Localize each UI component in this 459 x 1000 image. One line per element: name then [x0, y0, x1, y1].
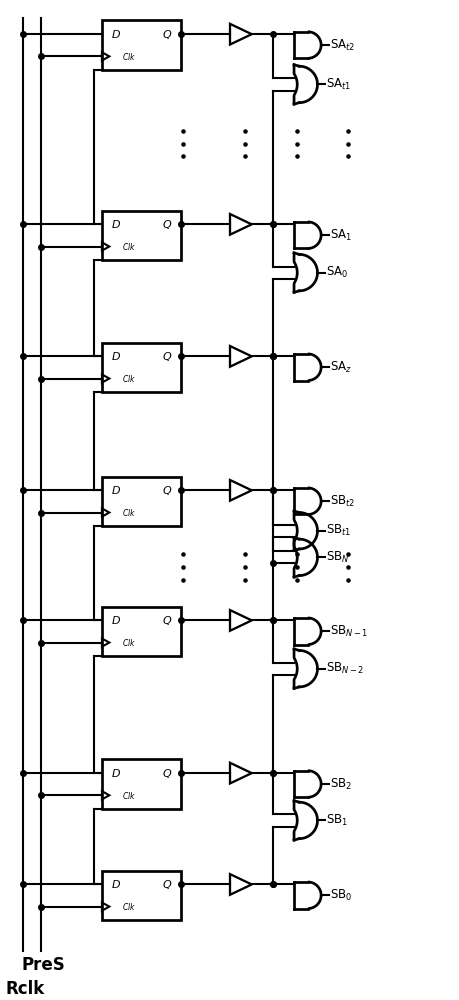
Text: $Clk$: $Clk$: [121, 637, 135, 648]
Bar: [102, 759, 180, 809]
Bar: [102, 211, 180, 260]
Text: $Clk$: $Clk$: [121, 507, 135, 518]
Bar: [102, 607, 180, 656]
Bar: [102, 20, 180, 70]
Text: $D$: $D$: [111, 767, 121, 779]
Bar: [102, 871, 180, 920]
Text: $Q$: $Q$: [161, 28, 172, 41]
Text: $Clk$: $Clk$: [121, 373, 135, 384]
Text: $D$: $D$: [111, 878, 121, 890]
Text: PreS: PreS: [21, 956, 65, 974]
Text: $Q$: $Q$: [161, 218, 172, 231]
Text: SA$_z$: SA$_z$: [329, 360, 351, 375]
Text: $Clk$: $Clk$: [121, 51, 135, 62]
Text: SB$_{N-1}$: SB$_{N-1}$: [329, 624, 368, 639]
Text: SA$_1$: SA$_1$: [329, 228, 351, 243]
Text: SB$_2$: SB$_2$: [329, 776, 351, 792]
Text: $D$: $D$: [111, 484, 121, 496]
Text: SB$_{N-2}$: SB$_{N-2}$: [325, 661, 364, 676]
Text: SB$_N$: SB$_N$: [325, 550, 349, 565]
Text: $Clk$: $Clk$: [121, 901, 135, 912]
Text: $D$: $D$: [111, 218, 121, 230]
Text: $Clk$: $Clk$: [121, 790, 135, 801]
Text: SA$_{t2}$: SA$_{t2}$: [329, 37, 354, 53]
Text: $Q$: $Q$: [161, 614, 172, 627]
Text: $Q$: $Q$: [161, 350, 172, 363]
Text: SB$_0$: SB$_0$: [329, 888, 352, 903]
Text: $Q$: $Q$: [161, 878, 172, 891]
Text: SA$_{t1}$: SA$_{t1}$: [325, 77, 351, 92]
Text: $Q$: $Q$: [161, 484, 172, 497]
Text: SA$_0$: SA$_0$: [325, 265, 348, 280]
Text: SB$_{t1}$: SB$_{t1}$: [325, 523, 351, 538]
Text: $Q$: $Q$: [161, 767, 172, 780]
Text: $D$: $D$: [111, 614, 121, 626]
Text: $D$: $D$: [111, 28, 121, 40]
Text: Rclk: Rclk: [6, 980, 45, 998]
Text: SB$_{t2}$: SB$_{t2}$: [329, 494, 354, 509]
Text: SB$_1$: SB$_1$: [325, 813, 348, 828]
Text: $Clk$: $Clk$: [121, 241, 135, 252]
Bar: [102, 477, 180, 526]
Text: $D$: $D$: [111, 350, 121, 362]
Bar: [102, 343, 180, 392]
